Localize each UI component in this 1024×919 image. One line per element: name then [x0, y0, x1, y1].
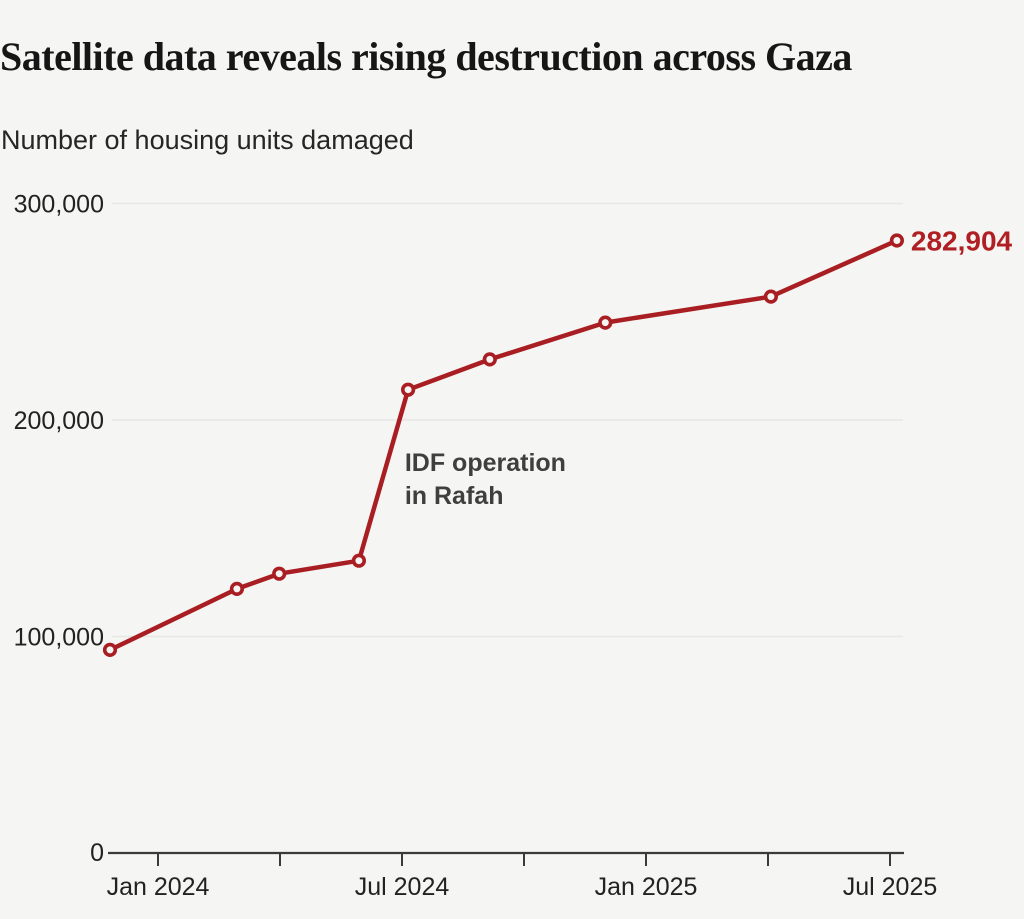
x-axis-label: Jan 2025 [595, 873, 698, 901]
y-axis-label: 100,000 [14, 624, 104, 652]
data-point-marker [482, 352, 497, 367]
data-point-marker [401, 382, 416, 397]
x-axis-labels-layer: Jan 2024 Jul 2024 Jan 2025 Jul 2025 [107, 873, 938, 901]
chart-subtitle: Number of housing units damaged [1, 125, 414, 155]
end-value-label-layer: 282,904 [911, 226, 1013, 257]
annotation-layer: IDF operation in Rafah [405, 449, 566, 510]
annotation-text: in Rafah [405, 482, 504, 510]
chart-title: Satellite data reveals rising destructio… [0, 33, 852, 79]
y-axis-label: 300,000 [14, 191, 104, 219]
x-axis-layer [108, 851, 904, 866]
gridlines-layer [112, 202, 903, 638]
data-point-marker [598, 315, 613, 330]
data-point-marker [229, 581, 244, 597]
data-point-marker [272, 566, 287, 581]
y-axis-zero-label: 0 [90, 839, 104, 867]
x-axis-label: Jan 2024 [107, 873, 210, 901]
data-line [107, 238, 900, 653]
data-point-marker [351, 553, 367, 568]
end-value-label: 282,904 [911, 226, 1013, 257]
data-point-marker [889, 233, 905, 248]
y-axis-labels-layer: 100,000 200,000 300,000 0 [14, 191, 104, 868]
y-axis-label: 200,000 [14, 407, 104, 435]
data-series-layer [102, 233, 905, 658]
x-axis-label: Jul 2025 [843, 873, 938, 901]
x-axis-label: Jul 2024 [355, 873, 450, 901]
annotation-text: IDF operation [405, 449, 566, 477]
data-point-marker [763, 289, 779, 304]
data-point-marker [102, 642, 118, 658]
